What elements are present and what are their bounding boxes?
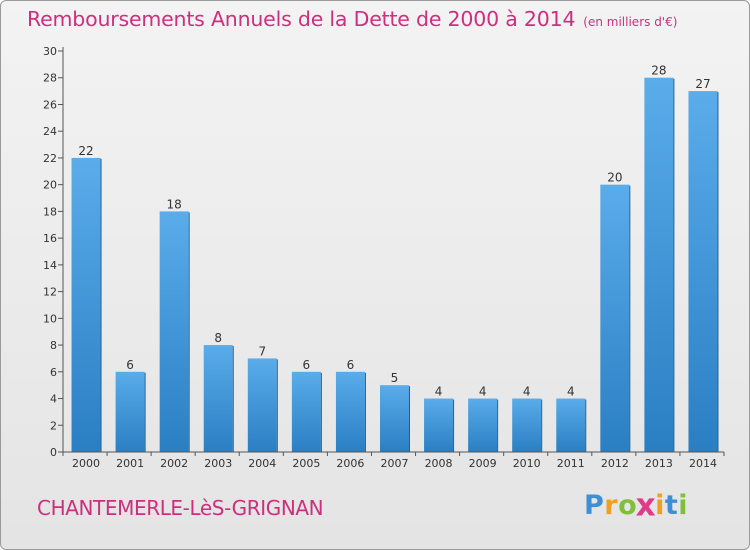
x-tick-label-2003: 2003	[204, 457, 232, 470]
x-tick-label-2010: 2010	[513, 457, 541, 470]
y-tick-label-22: 22	[43, 152, 57, 165]
bar-2000	[71, 157, 101, 452]
logo-letter: i	[678, 490, 689, 521]
x-tick-label-2005: 2005	[292, 457, 320, 470]
value-label-2014: 27	[695, 77, 710, 91]
bar-2001	[115, 371, 145, 452]
x-tick-label-2009: 2009	[469, 457, 497, 470]
value-label-2012: 20	[607, 171, 622, 185]
chart-title: Remboursements Annuels de la Dette de 20…	[27, 7, 677, 31]
value-label-2007: 5	[391, 371, 399, 385]
y-tick-label-30: 30	[43, 45, 57, 58]
y-tick-label-26: 26	[43, 98, 57, 111]
x-tick-label-2001: 2001	[116, 457, 144, 470]
bar-2003	[203, 345, 233, 452]
value-label-2002: 18	[167, 197, 182, 211]
x-tick-label-2002: 2002	[160, 457, 188, 470]
y-tick-label-10: 10	[43, 312, 57, 325]
logo-letter: x	[635, 487, 657, 524]
x-tick-label-2004: 2004	[248, 457, 276, 470]
y-tick-label-14: 14	[43, 259, 57, 272]
value-label-2000: 22	[78, 144, 93, 158]
x-tick-label-2008: 2008	[425, 457, 453, 470]
x-tick-label-2007: 2007	[381, 457, 409, 470]
y-tick-label-0: 0	[50, 446, 57, 459]
bar-2004	[247, 358, 277, 452]
y-tick-label-2: 2	[50, 419, 57, 432]
logo-letter: r	[604, 490, 619, 521]
bar-2002	[159, 211, 189, 452]
y-tick-label-28: 28	[43, 72, 57, 85]
logo-letter: P	[584, 490, 605, 521]
bar-2007	[380, 385, 409, 452]
bars-group: 22 6 18 8 7 6 6 5 4 4 4 4 20 28 27	[71, 64, 719, 452]
y-tick-label-16: 16	[43, 232, 57, 245]
bar-2013	[644, 77, 674, 452]
logo-letter: i	[655, 490, 665, 521]
logo-letter: o	[618, 490, 638, 521]
y-tick-label-20: 20	[43, 179, 57, 192]
x-tick-label-2006: 2006	[336, 457, 364, 470]
y-tick-label-4: 4	[50, 393, 57, 406]
chart-unit: (en milliers d'€)	[583, 15, 678, 29]
y-tick-label-24: 24	[43, 125, 57, 138]
proxiti-logo: Proxiti	[584, 487, 689, 524]
x-tick-label-2013: 2013	[645, 457, 673, 470]
bar-2011	[556, 398, 586, 452]
value-label-2013: 28	[651, 64, 666, 78]
bar-2010	[512, 398, 542, 452]
value-label-2010: 4	[523, 385, 531, 399]
value-label-2006: 6	[347, 358, 355, 372]
y-tick-label-12: 12	[43, 286, 57, 299]
value-label-2004: 7	[258, 344, 266, 358]
bar-2008	[424, 398, 454, 452]
bar-2009	[468, 398, 498, 452]
y-tick-label-8: 8	[50, 339, 57, 352]
value-label-2003: 8	[214, 331, 222, 345]
value-label-2001: 6	[126, 358, 134, 372]
bar-2006	[335, 371, 365, 452]
y-tick-label-6: 6	[50, 366, 57, 379]
bar-2012	[600, 184, 630, 452]
value-label-2011: 4	[567, 385, 575, 399]
value-label-2005: 6	[303, 358, 311, 372]
commune-name: CHANTEMERLE-LèS-GRIGNAN	[37, 496, 324, 520]
y-tick-label-18: 18	[43, 205, 57, 218]
bar-2005	[291, 371, 321, 452]
x-tick-label-2012: 2012	[601, 457, 629, 470]
x-tick-label-2011: 2011	[557, 457, 585, 470]
chart-title-text: Remboursements Annuels de la Dette de 20…	[27, 7, 576, 31]
logo-letter: t	[664, 490, 679, 521]
value-label-2008: 4	[435, 385, 443, 399]
x-tick-label-2014: 2014	[689, 457, 717, 470]
value-label-2009: 4	[479, 385, 487, 399]
bar-2014	[688, 91, 718, 452]
x-tick-label-2000: 2000	[72, 457, 100, 470]
